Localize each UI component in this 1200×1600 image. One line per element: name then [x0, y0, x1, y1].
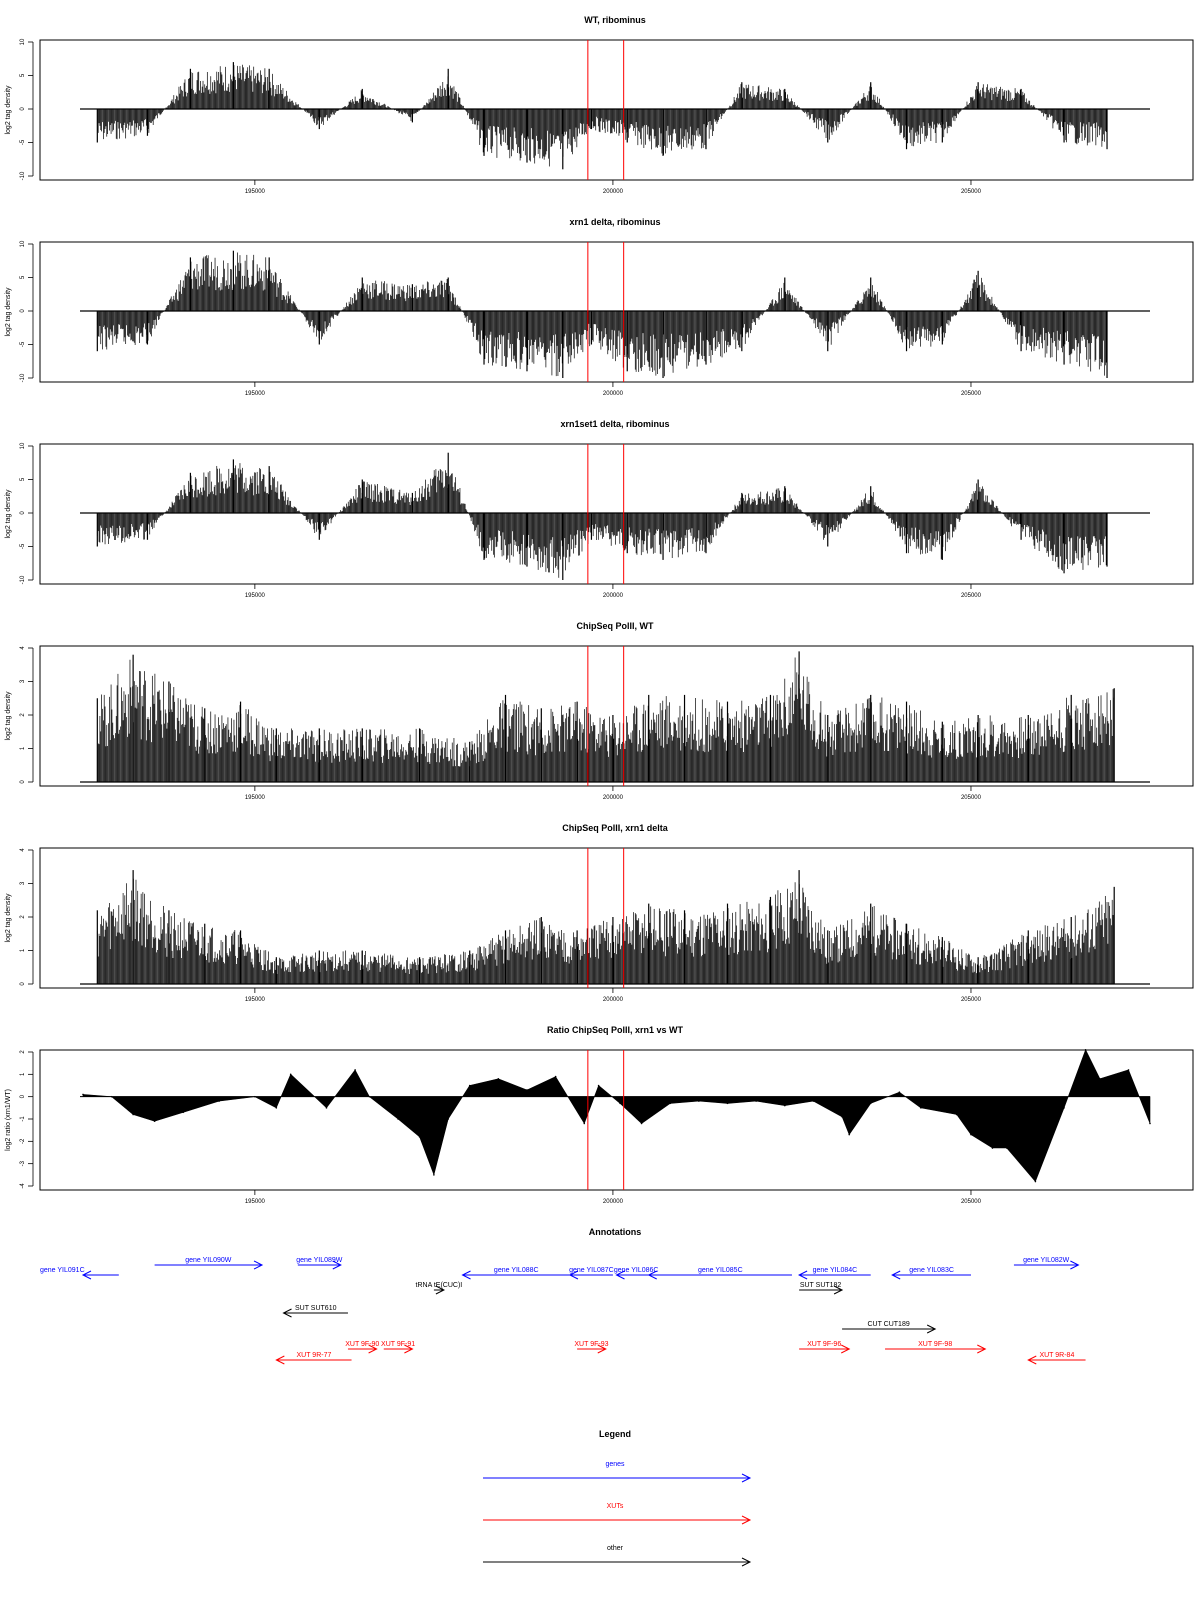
x-tick-label: 205000: [961, 997, 982, 1003]
y-axis-label: log2 tag density: [5, 893, 12, 943]
x-tick-label: 195000: [245, 997, 266, 1003]
y-tick-label: 1: [20, 948, 26, 952]
x-tick-label: 205000: [961, 593, 982, 599]
y-axis-label: log2 tag density: [5, 85, 12, 135]
y-tick-label: 2: [20, 915, 26, 919]
y-tick-label: 0: [20, 309, 26, 313]
x-tick-label: 205000: [961, 189, 982, 195]
x-tick-label: 200000: [603, 593, 624, 599]
panel-title: WT, ribominus: [584, 15, 646, 25]
y-tick-label: 4: [20, 848, 26, 852]
y-tick-label: 3: [20, 881, 26, 885]
y-tick-label: 1: [20, 746, 26, 750]
x-tick-label: 195000: [245, 391, 266, 397]
y-tick-label: -5: [20, 341, 26, 347]
panel-title: xrn1set1 delta, ribominus: [560, 419, 669, 429]
x-tick-label: 195000: [245, 189, 266, 195]
x-tick-label: 200000: [603, 391, 624, 397]
y-tick-label: -5: [20, 139, 26, 145]
y-tick-label: -10: [20, 575, 26, 584]
y-tick-label: 4: [20, 646, 26, 650]
y-tick-label: 2: [20, 713, 26, 717]
y-tick-label: 0: [20, 511, 26, 515]
y-tick-label: 5: [20, 275, 26, 279]
panel-title: ChipSeq PolII, WT: [577, 621, 654, 631]
y-tick-label: 5: [20, 477, 26, 481]
y-tick-label: 3: [20, 679, 26, 683]
y-tick-label: -5: [20, 543, 26, 549]
y-axis-label: log2 tag density: [5, 691, 12, 741]
chart-panel: ChipSeq PolII, WT log2 tag density 0 1 2 3 4 19…: [5, 621, 1194, 801]
x-tick-label: 200000: [603, 795, 624, 801]
y-tick-label: 5: [20, 73, 26, 77]
y-tick-label: -10: [20, 373, 26, 382]
y-tick-label: 10: [20, 240, 26, 247]
x-tick-label: 200000: [603, 189, 624, 195]
y-tick-label: -10: [20, 171, 26, 180]
x-tick-label: 195000: [245, 593, 266, 599]
x-tick-label: 205000: [961, 391, 982, 397]
x-tick-label: 205000: [961, 795, 982, 801]
x-tick-label: 195000: [245, 795, 266, 801]
panel-title: xrn1 delta, ribominus: [569, 217, 660, 227]
y-tick-label: 10: [20, 442, 26, 449]
y-tick-label: 0: [20, 780, 26, 784]
x-tick-label: 200000: [603, 997, 624, 1003]
y-tick-label: 10: [20, 38, 26, 45]
chart-panel: ChipSeq PolII, xrn1 delta log2 tag densit…: [5, 823, 1194, 1003]
chart-panel: xrn1 delta, ribominus log2 tag density -10…: [5, 217, 1194, 397]
y-tick-label: 0: [20, 982, 26, 986]
panel-title: ChipSeq PolII, xrn1 delta: [562, 823, 669, 833]
y-axis-label: log2 tag density: [5, 489, 12, 539]
y-axis-label: log2 tag density: [5, 287, 12, 337]
y-tick-label: 0: [20, 107, 26, 111]
chart-panel: xrn1set1 delta, ribominus log2 tag densit…: [5, 419, 1194, 599]
chart-panel: WT, ribominus log2 tag density -10 -5 0 5 10 19…: [5, 15, 1194, 195]
